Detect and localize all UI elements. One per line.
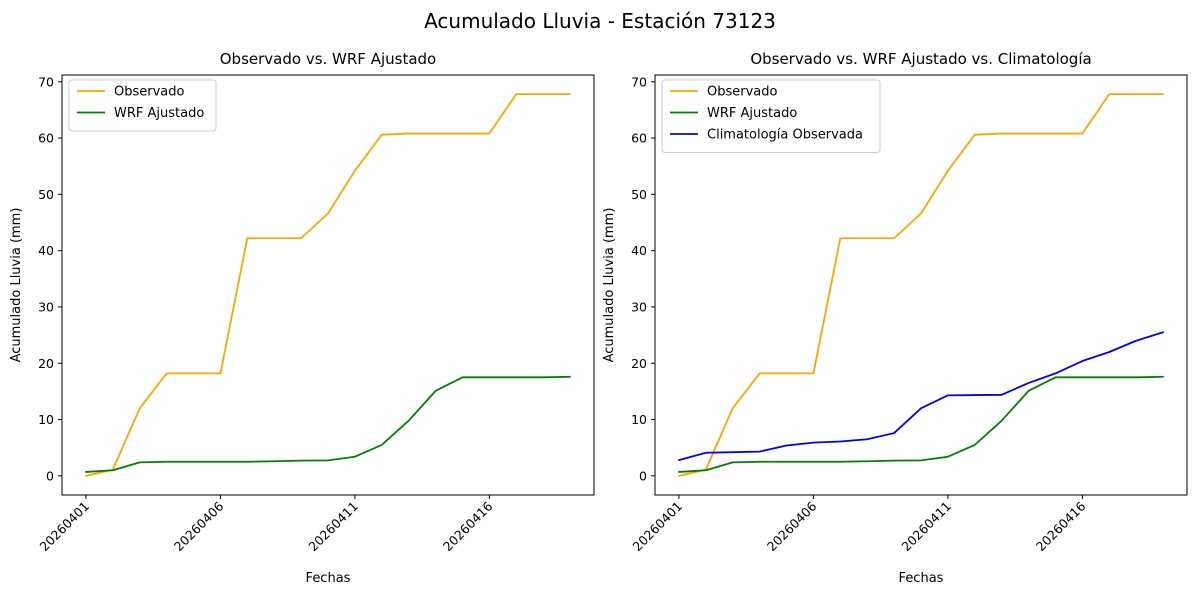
panel2-legend-label-observado: Observado [707, 85, 778, 100]
panel2-axes-frame [654, 74, 1188, 496]
panel1-y-tick-label: 30 [38, 299, 54, 314]
panel2-legend-label-wrf-ajustado: WRF Ajustado [707, 106, 797, 121]
panel2-series-climatologia-observada [678, 331, 1164, 461]
panel2-legend-frame [661, 79, 881, 153]
panel1-y-tick-label: 10 [38, 412, 54, 427]
panel2-y-tick-label: 50 [631, 187, 647, 202]
panel2-series-wrf-ajustado [678, 375, 1164, 473]
panel2-legend-label-climatologia-observada: Climatología Observada [707, 128, 863, 143]
panel2-legend: Observado WRF Ajustado Climatología Observ… [661, 79, 881, 153]
panel1-x-axis-label: Fechas [306, 571, 351, 586]
panel1-y-tick-label: 50 [38, 187, 54, 202]
panel1-legend: Observado WRF Ajustado [68, 79, 217, 132]
panel1-y-tick-label: 60 [38, 131, 54, 146]
panel2-y-tick-label: 0 [639, 468, 647, 483]
panel2-x-axis-label: Fechas [899, 571, 944, 586]
panel2-y-tick-label: 40 [631, 243, 647, 258]
panel2-y-axis-label: Acumulado Lluvia (mm) [602, 208, 617, 363]
panel2-series-observado [678, 93, 1164, 477]
panel1-y-axis-label: Acumulado Lluvia (mm) [9, 208, 24, 363]
panel1-title: Observado vs. WRF Ajustado [220, 50, 436, 68]
panel1-y-tick-label: 0 [46, 468, 54, 483]
panel2-y-tick-label: 60 [631, 131, 647, 146]
panel2-y-tick-label: 20 [631, 356, 647, 371]
panel1-y-tick-label: 20 [38, 356, 54, 371]
panel2-y-tick-label: 10 [631, 412, 647, 427]
panel1-axes-frame [61, 74, 595, 496]
panel1-y-tick-label: 40 [38, 243, 54, 258]
panel1-series-observado [85, 93, 571, 477]
figure-title: Acumulado Lluvia - Estación 73123 [424, 9, 776, 33]
panel2-title: Observado vs. WRF Ajustado vs. Climatolo… [750, 50, 1091, 68]
panel1-y-tick-label: 70 [38, 74, 54, 89]
panel2-y-tick-label: 70 [631, 74, 647, 89]
panel1-series-wrf-ajustado [85, 375, 571, 473]
panel2-y-tick-label: 30 [631, 299, 647, 314]
panel1-legend-label-wrf-ajustado: WRF Ajustado [114, 106, 204, 121]
panel1-legend-frame [68, 79, 217, 132]
panel1-legend-label-observado: Observado [114, 85, 185, 100]
